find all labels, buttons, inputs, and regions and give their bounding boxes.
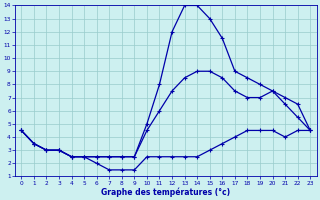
X-axis label: Graphe des températures (°c): Graphe des températures (°c) [101,187,230,197]
